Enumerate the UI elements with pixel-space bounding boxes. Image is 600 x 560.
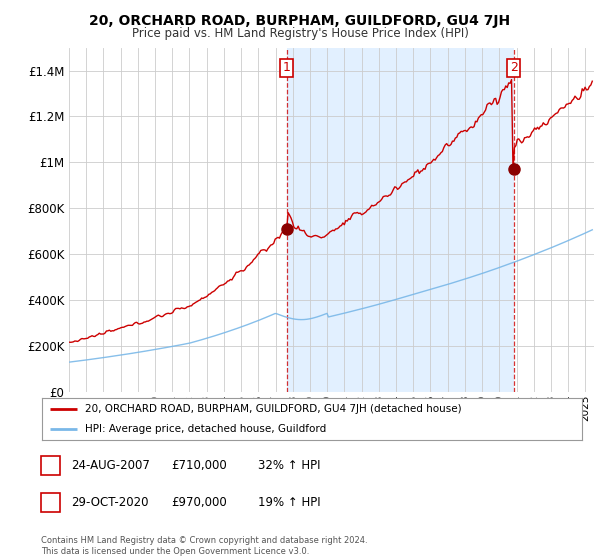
Text: £710,000: £710,000 [171,459,227,473]
Text: HPI: Average price, detached house, Guildford: HPI: Average price, detached house, Guil… [85,424,326,433]
Text: £970,000: £970,000 [171,496,227,509]
Text: 1: 1 [283,62,290,74]
Text: 2: 2 [509,62,518,74]
Bar [287,48,514,392]
Text: Price paid vs. HM Land Registry's House Price Index (HPI): Price paid vs. HM Land Registry's House … [131,27,469,40]
Text: Contains HM Land Registry data © Crown copyright and database right 2024.
This d: Contains HM Land Registry data © Crown c… [41,536,367,556]
Text: 29-OCT-2020: 29-OCT-2020 [71,496,148,509]
Text: 19% ↑ HPI: 19% ↑ HPI [258,496,320,509]
Text: 32% ↑ HPI: 32% ↑ HPI [258,459,320,473]
Text: 2: 2 [46,496,55,509]
Text: 20, ORCHARD ROAD, BURPHAM, GUILDFORD, GU4 7JH: 20, ORCHARD ROAD, BURPHAM, GUILDFORD, GU… [89,14,511,28]
Text: 20, ORCHARD ROAD, BURPHAM, GUILDFORD, GU4 7JH (detached house): 20, ORCHARD ROAD, BURPHAM, GUILDFORD, GU… [85,404,462,414]
Text: 1: 1 [46,459,55,473]
Text: 24-AUG-2007: 24-AUG-2007 [71,459,149,473]
